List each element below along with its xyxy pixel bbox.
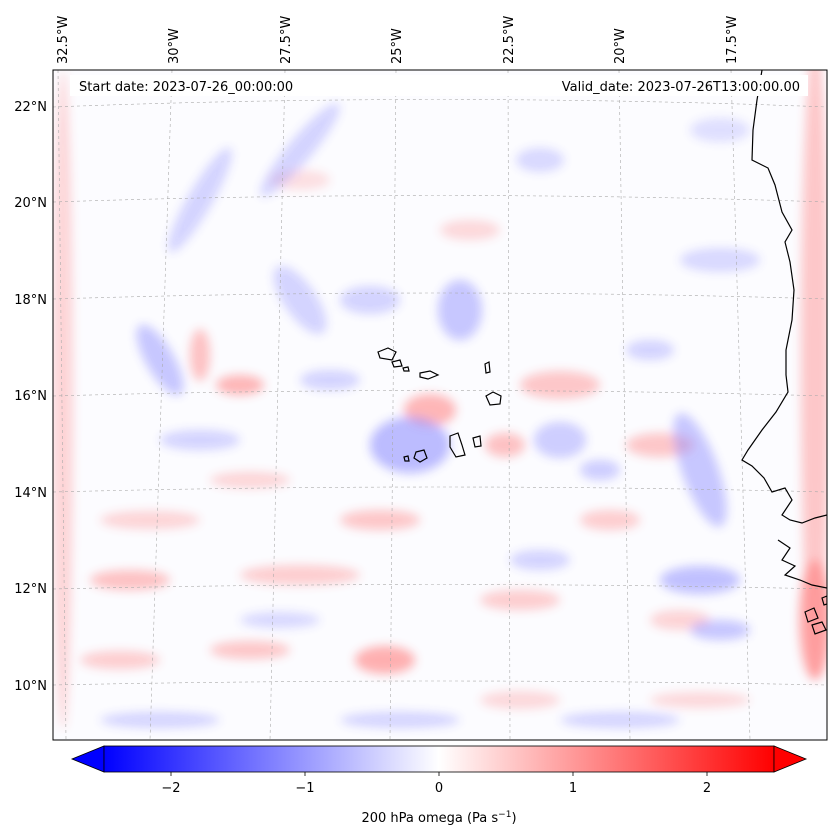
parallel-22n: [53, 99, 827, 108]
lon-label-20w: 20°W: [613, 28, 628, 64]
lat-label-14n: 14°N: [14, 486, 47, 501]
lon-label-32-5w: 32.5°W: [56, 16, 71, 64]
island-santiago: [449, 432, 466, 458]
meridian-32-5w: [57, 70, 67, 740]
island-sao-nicolau: [419, 370, 440, 380]
colorbar-tick-0: 0: [435, 781, 443, 796]
colorbar-gradient: [103, 745, 775, 773]
colorbar: −2 −1 0 1 2 200 hPa omega (Pa s−1): [70, 745, 808, 826]
island-santo-antao: [377, 347, 397, 361]
island-sao-vicente: [391, 359, 403, 368]
island-brava: [403, 455, 410, 462]
lat-label-12n: 12°N: [14, 582, 47, 597]
valid-date-label: Valid_date: 2023-07-26T13:00:00.00: [562, 80, 800, 95]
parallel-14n: [53, 486, 827, 493]
africa-coastline: [741, 70, 827, 524]
lat-label-16n: 16°N: [14, 389, 47, 404]
map-panel: Start date: 2023-07-26_00:00:00 Valid_da…: [52, 69, 828, 741]
parallel-16n: [53, 390, 827, 397]
meridian-30w: [149, 70, 173, 740]
lat-label-10n: 10°N: [14, 679, 47, 694]
colorbar-arrow-right: [773, 745, 808, 773]
island-santa-luzia: [402, 366, 410, 372]
graticule: [53, 70, 827, 740]
parallel-12n: [53, 584, 827, 590]
west-africa-south-coast: [777, 539, 827, 589]
colorbar-ticks: [170, 772, 708, 776]
bijagos-islands: [804, 595, 827, 635]
colorbar-label-end: ): [511, 811, 516, 826]
colorbar-arrow-left: [70, 745, 105, 773]
lat-label-18n: 18°N: [14, 293, 47, 308]
map-frame: [52, 69, 828, 741]
colorbar-label-main: 200 hPa omega (Pa s: [361, 811, 498, 826]
meridian-17-5w: [730, 70, 751, 740]
omega-field: [53, 70, 827, 730]
colorbar-tick-neg2: −2: [161, 781, 180, 796]
meridian-27-5w: [269, 70, 286, 740]
colorbar-tick-2: 2: [703, 781, 711, 796]
coastlines: [377, 70, 827, 635]
lon-label-17-5w: 17.5°W: [725, 16, 740, 64]
meridian-20w: [618, 70, 631, 740]
header-band: [70, 75, 808, 96]
colorbar-label-exponent: −1: [498, 810, 511, 820]
lon-label-30w: 30°W: [167, 28, 182, 64]
lon-label-25w: 25°W: [390, 28, 405, 64]
parallel-20n: [53, 195, 827, 203]
colorbar-tick-1: 1: [569, 781, 577, 796]
longitude-labels: 32.5°W 30°W 27.5°W 25°W 22.5°W 20°W 17.5…: [56, 16, 740, 64]
island-fogo: [413, 449, 428, 463]
start-date-label: Start date: 2023-07-26_00:00:00: [79, 80, 293, 95]
colorbar-tick-neg1: −1: [295, 781, 314, 796]
parallel-10n: [53, 680, 827, 686]
meridian-25w: [389, 70, 397, 740]
lon-label-22-5w: 22.5°W: [502, 16, 517, 64]
lon-label-27-5w: 27.5°W: [279, 16, 294, 64]
island-maio: [472, 435, 482, 448]
colorbar-label: 200 hPa omega (Pa s−1): [361, 810, 516, 826]
meridian-22-5w: [507, 70, 511, 740]
lat-label-22n: 22°N: [14, 100, 47, 115]
latitude-labels: 22°N 20°N 18°N 16°N 14°N 12°N 10°N: [14, 100, 47, 694]
lat-label-20n: 20°N: [14, 196, 47, 211]
parallel-18n: [53, 292, 827, 300]
island-sal: [484, 361, 491, 374]
island-boa-vista: [485, 391, 502, 406]
